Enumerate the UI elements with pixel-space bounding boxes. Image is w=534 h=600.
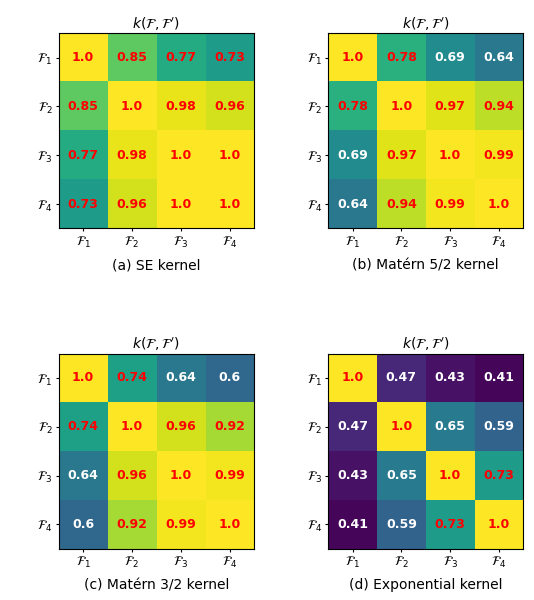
Text: 0.64: 0.64 bbox=[166, 371, 196, 385]
Text: 1.0: 1.0 bbox=[170, 197, 192, 211]
Text: 0.47: 0.47 bbox=[337, 420, 368, 433]
Text: 0.43: 0.43 bbox=[435, 371, 466, 385]
Text: 0.74: 0.74 bbox=[68, 420, 99, 433]
Text: 1.0: 1.0 bbox=[341, 51, 364, 64]
Text: 0.97: 0.97 bbox=[386, 149, 417, 162]
Text: 0.96: 0.96 bbox=[166, 420, 196, 433]
Text: 0.74: 0.74 bbox=[116, 371, 147, 385]
Text: 0.92: 0.92 bbox=[116, 518, 147, 531]
Text: 0.69: 0.69 bbox=[337, 149, 368, 162]
Text: 1.0: 1.0 bbox=[121, 420, 143, 433]
Text: 0.99: 0.99 bbox=[484, 149, 514, 162]
Text: 0.94: 0.94 bbox=[483, 100, 514, 113]
Text: 0.94: 0.94 bbox=[386, 197, 417, 211]
Title: $k(\mathcal{F}, \mathcal{F}')$: $k(\mathcal{F}, \mathcal{F}')$ bbox=[132, 336, 180, 353]
Text: 1.0: 1.0 bbox=[439, 469, 461, 482]
Text: 0.64: 0.64 bbox=[337, 197, 368, 211]
X-axis label: (a) SE kernel: (a) SE kernel bbox=[112, 258, 201, 272]
Text: 0.96: 0.96 bbox=[116, 197, 147, 211]
Text: 0.97: 0.97 bbox=[435, 100, 466, 113]
Text: 1.0: 1.0 bbox=[170, 469, 192, 482]
Text: 0.99: 0.99 bbox=[166, 518, 196, 531]
Text: 1.0: 1.0 bbox=[390, 100, 412, 113]
Text: 1.0: 1.0 bbox=[218, 518, 241, 531]
Text: 0.78: 0.78 bbox=[337, 100, 368, 113]
Text: 0.41: 0.41 bbox=[337, 518, 368, 531]
Text: 1.0: 1.0 bbox=[488, 518, 510, 531]
Text: 1.0: 1.0 bbox=[72, 51, 95, 64]
Text: 0.73: 0.73 bbox=[435, 518, 466, 531]
Text: 1.0: 1.0 bbox=[170, 149, 192, 162]
Text: 0.64: 0.64 bbox=[68, 469, 99, 482]
Text: 0.69: 0.69 bbox=[435, 51, 466, 64]
Text: 0.77: 0.77 bbox=[68, 149, 99, 162]
Text: 0.64: 0.64 bbox=[483, 51, 514, 64]
Text: 0.43: 0.43 bbox=[337, 469, 368, 482]
Title: $k(\mathcal{F}, \mathcal{F}')$: $k(\mathcal{F}, \mathcal{F}')$ bbox=[402, 16, 450, 33]
Text: 1.0: 1.0 bbox=[218, 149, 241, 162]
Text: 0.73: 0.73 bbox=[483, 469, 514, 482]
Title: $k(\mathcal{F}, \mathcal{F}')$: $k(\mathcal{F}, \mathcal{F}')$ bbox=[132, 16, 180, 33]
Text: 0.73: 0.73 bbox=[214, 51, 245, 64]
Text: 0.65: 0.65 bbox=[386, 469, 417, 482]
Title: $k(\mathcal{F}, \mathcal{F}')$: $k(\mathcal{F}, \mathcal{F}')$ bbox=[402, 336, 450, 353]
Text: 0.98: 0.98 bbox=[116, 149, 147, 162]
Text: 0.96: 0.96 bbox=[214, 100, 245, 113]
Text: 1.0: 1.0 bbox=[218, 197, 241, 211]
Text: 0.98: 0.98 bbox=[166, 100, 196, 113]
Text: 0.73: 0.73 bbox=[68, 197, 99, 211]
Text: 0.77: 0.77 bbox=[165, 51, 196, 64]
Text: 0.85: 0.85 bbox=[116, 51, 147, 64]
Text: 0.65: 0.65 bbox=[435, 420, 466, 433]
Text: 0.99: 0.99 bbox=[435, 197, 466, 211]
Text: 1.0: 1.0 bbox=[72, 371, 95, 385]
Text: 0.6: 0.6 bbox=[218, 371, 241, 385]
Text: 0.41: 0.41 bbox=[483, 371, 514, 385]
Text: 1.0: 1.0 bbox=[121, 100, 143, 113]
Text: 1.0: 1.0 bbox=[439, 149, 461, 162]
X-axis label: (c) Matérn 3/2 kernel: (c) Matérn 3/2 kernel bbox=[84, 578, 229, 592]
Text: 0.92: 0.92 bbox=[214, 420, 245, 433]
Text: 0.6: 0.6 bbox=[72, 518, 94, 531]
Text: 1.0: 1.0 bbox=[390, 420, 412, 433]
Text: 0.59: 0.59 bbox=[483, 420, 514, 433]
X-axis label: (d) Exponential kernel: (d) Exponential kernel bbox=[349, 578, 502, 592]
Text: 0.85: 0.85 bbox=[68, 100, 99, 113]
X-axis label: (b) Matérn 5/2 kernel: (b) Matérn 5/2 kernel bbox=[352, 258, 499, 272]
Text: 0.96: 0.96 bbox=[116, 469, 147, 482]
Text: 0.59: 0.59 bbox=[386, 518, 417, 531]
Text: 0.47: 0.47 bbox=[386, 371, 417, 385]
Text: 0.78: 0.78 bbox=[386, 51, 417, 64]
Text: 0.99: 0.99 bbox=[214, 469, 245, 482]
Text: 1.0: 1.0 bbox=[341, 371, 364, 385]
Text: 1.0: 1.0 bbox=[488, 197, 510, 211]
